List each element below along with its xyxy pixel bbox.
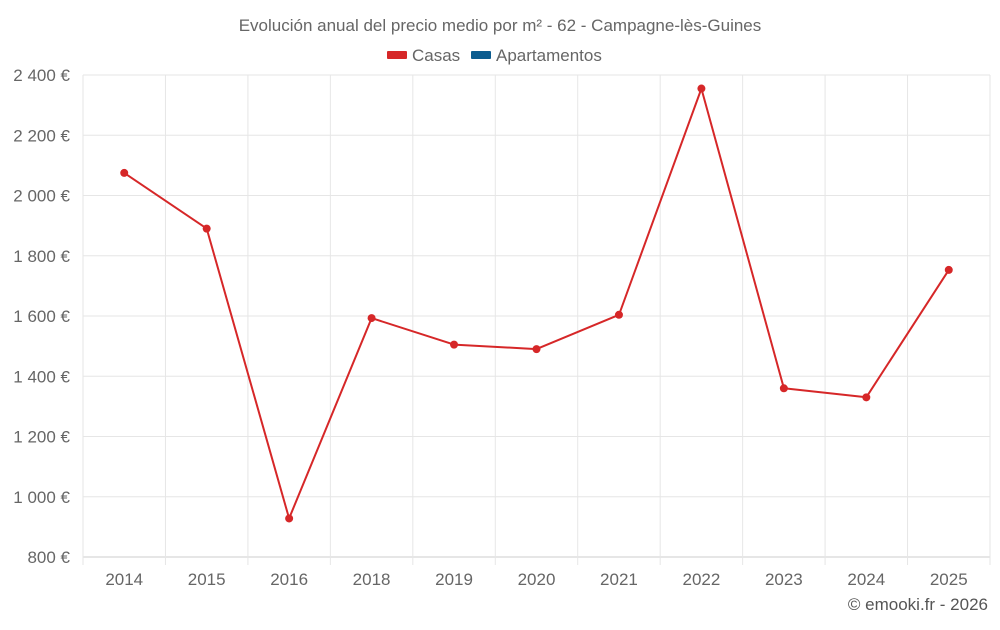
x-tick-label: 2018 — [353, 570, 391, 589]
x-tick-label: 2020 — [518, 570, 556, 589]
x-tick-label: 2019 — [435, 570, 473, 589]
x-tick-label: 2022 — [682, 570, 720, 589]
y-tick-label: 800 € — [27, 548, 70, 567]
x-tick-label: 2015 — [188, 570, 226, 589]
legend-item-apartamentos[interactable]: Apartamentos — [471, 46, 602, 65]
data-point-casas-2022[interactable] — [697, 84, 706, 93]
data-point-casas-2015[interactable] — [202, 224, 211, 233]
credit-text: © emooki.fr - 2026 — [848, 595, 988, 614]
data-point-casas-2014[interactable] — [120, 168, 129, 177]
legend-label-apartamentos: Apartamentos — [496, 46, 602, 65]
x-tick-label: 2021 — [600, 570, 638, 589]
y-tick-label: 2 200 € — [13, 126, 70, 145]
data-point-casas-2019[interactable] — [450, 340, 459, 349]
y-tick-label: 1 600 € — [13, 307, 70, 326]
y-axis: 800 € 1 000 € 1 200 € 1 400 € 1 600 € 1 800 €… — [13, 66, 70, 567]
legend: Casas Apartamentos — [387, 46, 602, 65]
y-tick-label: 1 000 € — [13, 488, 70, 507]
data-point-casas-2023[interactable] — [779, 384, 788, 393]
y-tick-label: 2 000 € — [13, 187, 70, 206]
legend-label-casas: Casas — [412, 46, 460, 65]
x-tick-label: 2025 — [930, 570, 968, 589]
y-tick-label: 2 400 € — [13, 66, 70, 85]
y-tick-label: 1 800 € — [13, 247, 70, 266]
data-point-casas-2025[interactable] — [944, 265, 953, 274]
data-point-casas-2021[interactable] — [614, 310, 623, 319]
legend-item-casas[interactable]: Casas — [387, 46, 460, 65]
data-point-casas-2018[interactable] — [367, 314, 376, 323]
legend-swatch-casas — [387, 51, 407, 59]
y-tick-label: 1 400 € — [13, 367, 70, 386]
legend-swatch-apartamentos — [471, 51, 491, 59]
x-tick-label: 2016 — [270, 570, 308, 589]
series-casas — [120, 84, 953, 523]
data-point-casas-2016[interactable] — [285, 514, 294, 523]
x-axis: 2014 2015 2016 2018 2019 2020 2021 2022 2023 2024… — [105, 570, 967, 589]
chart-title: Evolución anual del precio medio por m² … — [239, 16, 762, 35]
x-tick-label: 2023 — [765, 570, 803, 589]
y-tick-label: 1 200 € — [13, 428, 70, 447]
y-gridlines — [83, 74, 990, 558]
data-point-casas-2020[interactable] — [532, 345, 541, 354]
x-gridlines — [82, 75, 991, 565]
x-tick-label: 2024 — [847, 570, 885, 589]
x-tick-label: 2014 — [105, 570, 143, 589]
data-point-casas-2024[interactable] — [862, 393, 871, 402]
